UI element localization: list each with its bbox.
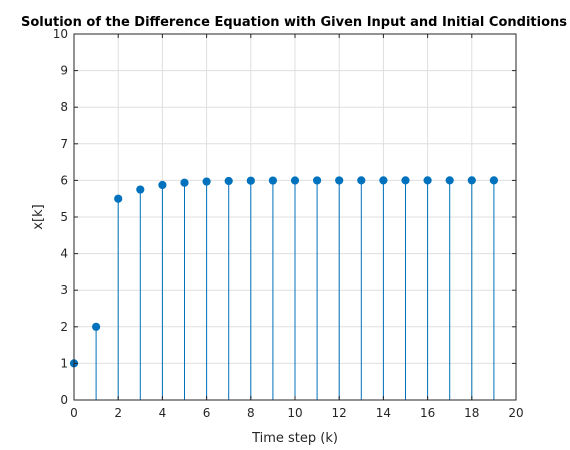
y-tick-label: 4 [60,247,68,261]
x-axis-label: Time step (k) [251,431,338,446]
stem-marker [290,176,300,185]
data-series [69,176,498,400]
y-tick-label: 8 [60,100,68,114]
stem-marker [357,176,366,185]
x-tick-label: 20 [508,406,523,420]
x-tick-label: 4 [159,406,167,420]
x-axis: 0 2 4 6 8 10 12 14 16 18 20 [70,34,524,420]
x-tick-label: 14 [376,406,391,420]
stem-marker [224,176,233,186]
y-tick-label: 1 [60,356,68,370]
stem-marker [489,176,498,185]
y-tick-label: 7 [60,137,68,151]
stem-marker [467,176,476,185]
x-tick-label: 12 [332,406,347,420]
y-tick-label: 3 [60,283,68,297]
stem-marker [180,178,189,187]
x-tick-label: 18 [464,406,479,420]
y-axis: 0 1 2 3 4 5 6 7 8 9 10 [53,27,516,407]
y-tick-label: 9 [60,64,68,78]
stem-marker [401,176,410,185]
y-tick-label: 5 [60,210,68,224]
x-tick-label: 8 [247,406,255,420]
stem-marker [313,176,322,185]
stem-marker [158,180,167,190]
x-tick-label: 6 [203,406,211,420]
stem-marker [136,185,145,194]
chart-title: Solution of the Difference Equation with… [21,15,567,30]
stem-marker [246,176,255,185]
stem-marker [445,176,454,185]
y-tick-label: 6 [60,173,68,187]
stem-marker [114,194,123,203]
stem-marker [423,176,432,185]
x-tick-label: 2 [114,406,122,420]
y-axis-label: x[k] [31,204,46,229]
stem-marker [379,176,388,185]
stem-marker [335,176,344,185]
stem-marker [92,322,101,331]
y-tick-label: 10 [53,27,68,41]
stem-marker [202,177,211,186]
x-tick-label: 10 [287,406,302,420]
x-tick-label: 16 [420,406,435,420]
x-tick-label: 0 [70,406,78,420]
stem-marker [268,176,277,185]
y-tick-label: 2 [60,320,68,334]
y-tick-label: 0 [60,393,68,407]
